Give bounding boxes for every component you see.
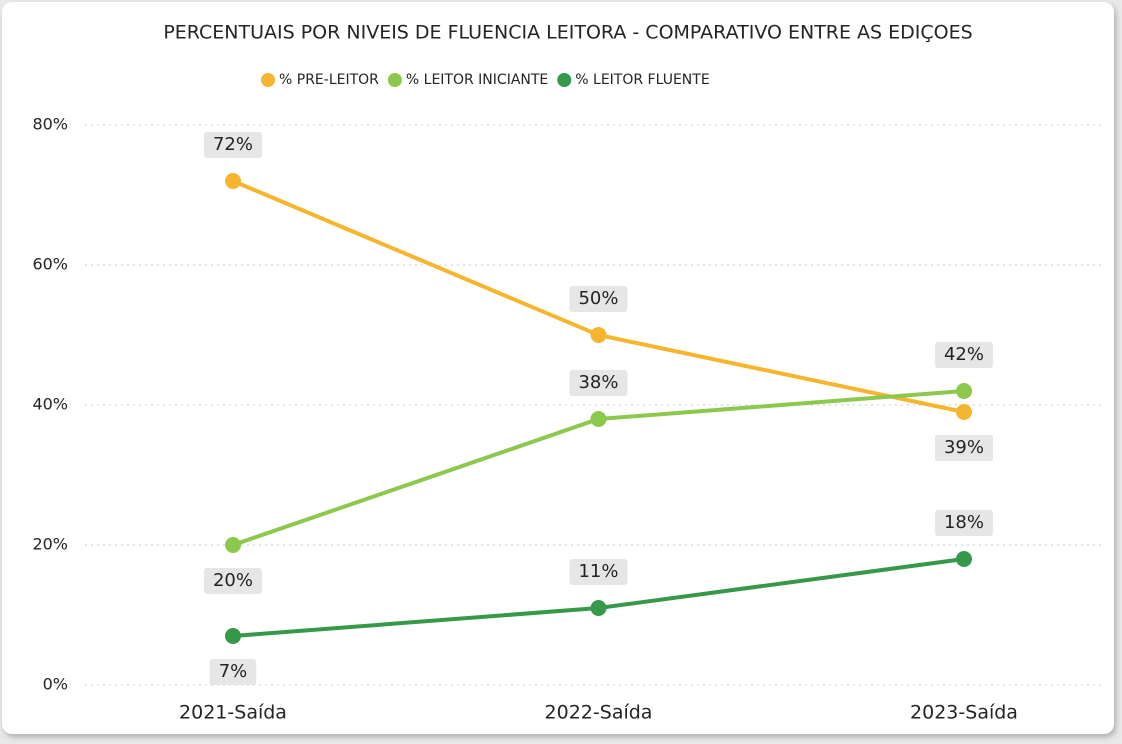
data-label: 50%	[578, 288, 618, 309]
data-label-bg	[934, 510, 994, 536]
point	[956, 404, 972, 420]
y-tick-label: 0%	[43, 675, 68, 694]
data-label: 38%	[578, 372, 618, 393]
legend-label: % LEITOR FLUENTE	[575, 72, 709, 88]
point	[956, 551, 972, 567]
x-tick-label: 2023-Saída	[910, 702, 1018, 724]
card	[2, 2, 1114, 734]
point	[225, 628, 241, 644]
legend-marker	[557, 73, 572, 87]
y-tick-label: 80%	[32, 115, 68, 134]
data-label-bg	[934, 435, 994, 461]
data-label-bg	[203, 568, 263, 594]
data-label-bg	[569, 370, 628, 396]
y-tick-label: 60%	[32, 255, 68, 274]
data-label-bg	[569, 286, 628, 312]
legend-marker	[387, 73, 402, 87]
chart-title: PERCENTUAIS POR NIVEIS DE FLUENCIA LEITO…	[163, 22, 972, 44]
legend-label: % LEITOR INICIANTE	[406, 72, 548, 88]
point	[590, 327, 607, 343]
data-label: 11%	[578, 561, 618, 582]
data-label: 72%	[213, 134, 253, 155]
point	[590, 411, 607, 427]
point	[225, 173, 241, 189]
point	[225, 537, 241, 553]
data-label-bg	[209, 659, 257, 685]
data-label: 18%	[944, 512, 984, 533]
point	[956, 383, 972, 399]
data-label: 20%	[213, 570, 253, 591]
legend-label: % PRE-LEITOR	[279, 72, 379, 88]
data-label-bg	[569, 559, 628, 585]
data-label: 7%	[219, 661, 248, 682]
point	[590, 600, 607, 616]
data-label: 42%	[944, 344, 984, 365]
data-label-bg	[203, 132, 263, 158]
x-tick-label: 2022-Saída	[545, 702, 653, 724]
data-label: 39%	[944, 437, 984, 458]
legend-marker	[261, 73, 275, 87]
y-tick-label: 20%	[32, 535, 68, 554]
y-tick-label: 40%	[32, 395, 68, 414]
data-label-bg	[934, 342, 994, 368]
x-tick-label: 2021-Saída	[179, 702, 287, 724]
